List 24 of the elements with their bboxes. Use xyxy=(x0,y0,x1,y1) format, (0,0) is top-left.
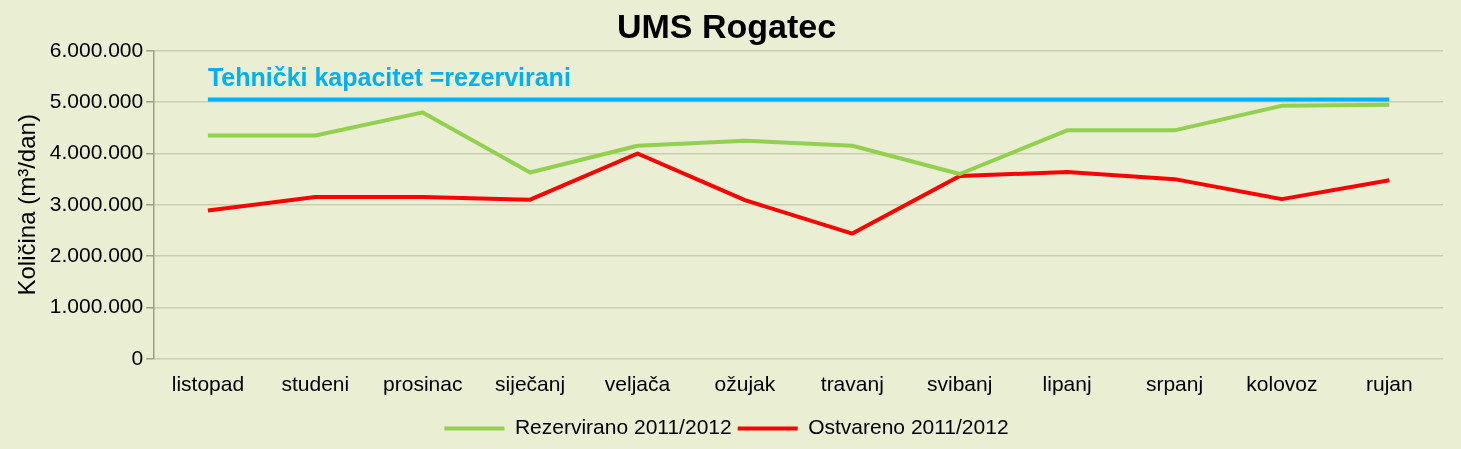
y-tick-label: 6.000.000 xyxy=(49,37,144,61)
x-tick-label: lipanj xyxy=(1042,372,1092,396)
y-tick-label: 5.000.000 xyxy=(49,88,144,112)
y-tick-label: 2.000.000 xyxy=(49,242,144,266)
x-tick-label: kolovoz xyxy=(1246,372,1318,396)
ref-line-label: Tehnički kapacitet =rezervirani xyxy=(207,62,571,91)
legend-label: Rezervirano 2011/2012 xyxy=(514,415,732,439)
x-tick-label: siječanj xyxy=(495,372,566,396)
x-tick-label: listopad xyxy=(171,372,245,396)
legend-label: Ostvareno 2011/2012 xyxy=(808,415,1009,439)
x-tick-label: srpanj xyxy=(1145,372,1204,396)
x-tick-label: travanj xyxy=(820,372,884,396)
y-axis-title: Količina (m³/dan) xyxy=(13,114,41,296)
x-tick-label: ožujak xyxy=(714,372,776,396)
x-tick-label: rujan xyxy=(1365,372,1413,396)
chart-title: UMS Rogatec xyxy=(616,6,837,45)
x-tick-label: prosinac xyxy=(383,372,463,396)
y-tick-label: 4.000.000 xyxy=(49,140,144,164)
y-tick-label: 1.000.000 xyxy=(49,294,144,318)
x-tick-label: veljača xyxy=(604,372,671,396)
y-tick-label: 0 xyxy=(131,345,144,369)
x-tick-label: svibanj xyxy=(927,372,993,396)
x-tick-label: studeni xyxy=(281,372,350,396)
y-tick-label: 3.000.000 xyxy=(49,191,144,215)
